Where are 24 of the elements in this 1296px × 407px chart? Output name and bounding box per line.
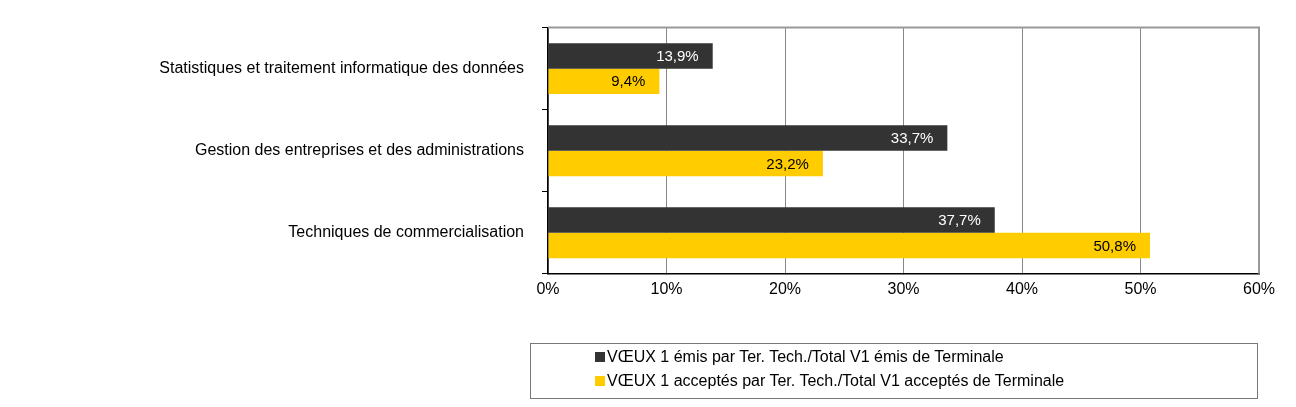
data-label: 50,8% [1093, 236, 1136, 254]
y-tick-label: Gestion des entreprises et des administrations [194, 141, 524, 159]
x-tick-label: 0% [536, 279, 560, 297]
data-label: 37,7% [938, 211, 981, 229]
bar [548, 150, 823, 177]
bar [548, 125, 948, 151]
x-tick-label: 40% [1005, 279, 1039, 297]
bar [548, 68, 660, 95]
data-label: 33,7% [890, 129, 934, 147]
x-tick-label: 20% [768, 279, 802, 297]
bar [548, 232, 1150, 259]
data-label: 13,9% [656, 47, 699, 65]
x-tick-label: 10% [650, 279, 683, 297]
bar [548, 43, 713, 69]
bar [548, 207, 995, 233]
y-tick-label: Statistiques et traitement informatique des données [159, 59, 524, 77]
x-tick-label: 30% [887, 279, 920, 297]
data-label: 23,2% [766, 154, 809, 172]
y-tick-label: Techniques de commercialisation [288, 223, 524, 241]
data-label: 9,4% [611, 72, 646, 90]
x-tick-label: 50% [1124, 279, 1157, 297]
legend-label: VŒUX 1 acceptés par Ter. Tech./Total V1 acceptés de Terminale [607, 372, 1065, 390]
x-tick-label: 60% [1242, 279, 1276, 297]
legend-label: VŒUX 1 émis par Ter. Tech./Total V1 émis de Terminale [607, 348, 1004, 366]
